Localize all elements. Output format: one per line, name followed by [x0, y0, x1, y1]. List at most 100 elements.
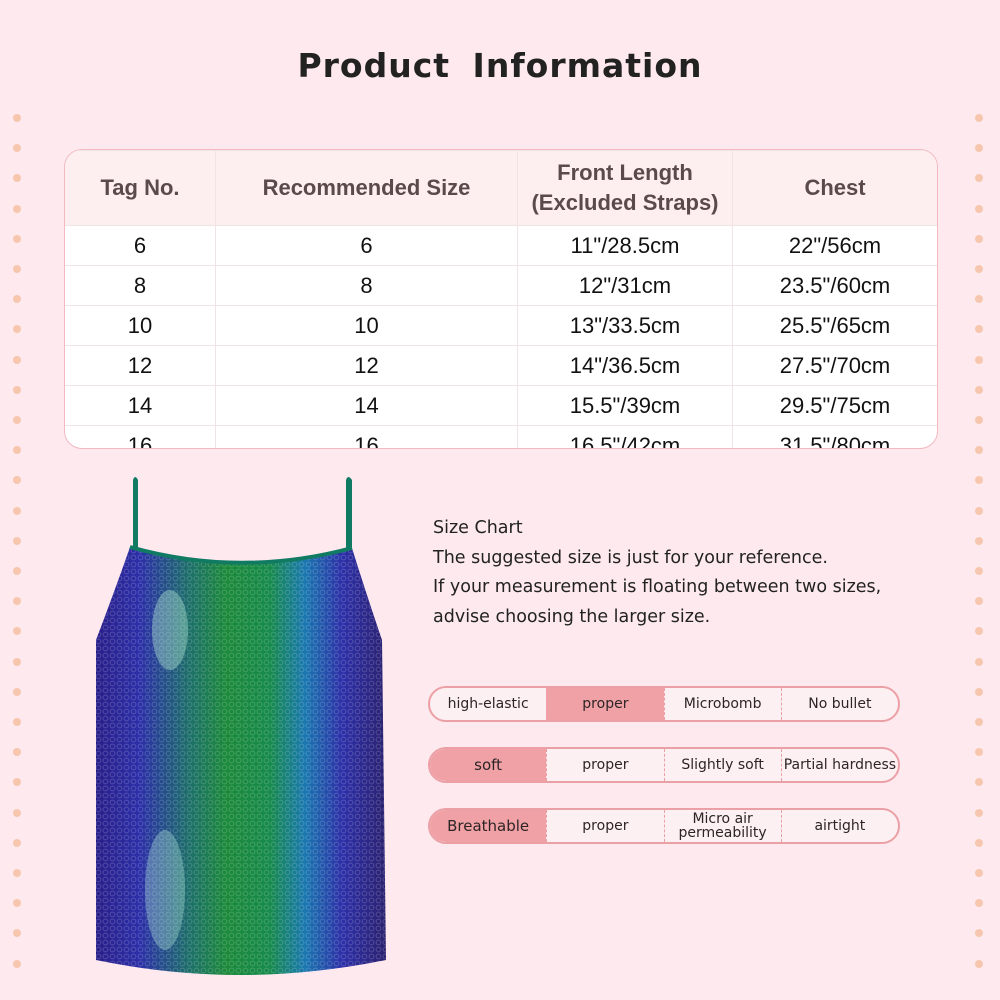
feature-cell: airtight	[780, 810, 898, 842]
decorative-dot	[13, 536, 21, 545]
decorative-dot	[975, 174, 983, 183]
table-row: 12 12 14"/36.5cm 27.5"/70cm	[65, 345, 937, 386]
table-header-row: Tag No. Recommended Size Front Length (Ex…	[65, 150, 937, 226]
feature-cell: Partial hardness	[780, 749, 898, 781]
table-cell: 12	[65, 345, 216, 386]
decorative-dot	[975, 355, 983, 364]
feature-scale-row: Breathable proper Micro air permeability ai…	[428, 808, 900, 844]
decorative-dot	[13, 929, 21, 938]
decorative-dot	[975, 265, 983, 273]
size-notes: Size Chart The suggested size is just fo…	[433, 514, 881, 632]
decorative-dot	[975, 778, 983, 787]
table-row: 8 8 12"/31cm 23.5"/60cm	[65, 265, 937, 306]
decorative-dot	[975, 808, 983, 817]
table-cell: 10	[65, 305, 216, 346]
feature-cell: proper	[546, 749, 663, 781]
table-cell: 27.5"/70cm	[732, 345, 937, 386]
decorative-dot	[13, 144, 21, 153]
decorative-dot	[13, 687, 21, 696]
decorative-dot	[13, 838, 21, 847]
decorative-dot	[975, 959, 983, 968]
table-cell: 25.5"/65cm	[732, 305, 937, 346]
decorative-dot	[975, 295, 983, 304]
decorative-dot	[975, 416, 983, 424]
decorative-dot	[975, 536, 983, 545]
sequin-camisole-image	[96, 477, 386, 975]
decorative-dot	[13, 295, 21, 304]
decorative-dot	[13, 808, 21, 817]
decorative-dot	[13, 748, 21, 757]
left-strap	[133, 477, 138, 548]
decorative-dot	[975, 385, 983, 394]
note-line: advise choosing the larger size.	[433, 606, 711, 627]
header-recommended-size: Recommended Size	[215, 150, 518, 226]
decorative-dot	[975, 567, 983, 575]
feature-cell: Slightly soft	[663, 749, 781, 781]
table-cell: 15.5"/39cm	[517, 385, 733, 426]
decorative-dot	[13, 657, 21, 666]
feature-scale-row: high-elastic proper Microbomb No bullet	[428, 686, 900, 722]
decorative-dot	[975, 869, 983, 877]
feature-cell-selected: soft	[430, 749, 547, 781]
decorative-dot	[975, 838, 983, 847]
page-title: Product Information	[297, 46, 703, 85]
header-front-length-line2: (Excluded Straps)	[531, 190, 719, 215]
decorative-dot	[13, 567, 21, 575]
decorative-dot	[13, 385, 21, 394]
table-cell: 29.5"/75cm	[732, 385, 937, 426]
table-cell: 8	[215, 265, 518, 306]
decorative-dot	[975, 657, 983, 666]
table-cell: 22"/56cm	[732, 225, 937, 266]
table-cell: 14	[65, 385, 216, 426]
feature-cell-selected: Breathable	[430, 810, 547, 842]
decorative-dot	[13, 899, 21, 908]
decorative-dot	[13, 778, 21, 787]
decorative-dot	[13, 174, 21, 183]
decorative-dot	[13, 597, 21, 606]
table-cell: 10	[215, 305, 518, 346]
right-strap	[346, 477, 352, 548]
decorative-dot	[13, 416, 21, 424]
header-front-length-line1: Front Length	[557, 160, 693, 185]
note-line: The suggested size is just for your refe…	[433, 547, 828, 568]
decorative-dot	[13, 114, 21, 122]
decorative-dot	[13, 446, 21, 455]
decorative-dot	[13, 506, 21, 515]
feature-cell: Micro air permeability	[663, 810, 781, 842]
feature-cell: high-elastic	[447, 696, 529, 712]
size-chart-label: Size Chart	[433, 518, 523, 538]
header-chest: Chest	[732, 150, 937, 226]
decorative-dot	[975, 476, 983, 485]
decorative-dot	[13, 355, 21, 364]
decorative-dot	[13, 476, 21, 485]
feature-cell-selected: proper	[546, 688, 664, 720]
decorative-dot	[13, 627, 21, 636]
table-cell: 14"/36.5cm	[517, 345, 733, 386]
decorative-dot	[13, 204, 21, 213]
table-cell: 13"/33.5cm	[517, 305, 733, 346]
table-cell: 16.5"/42cm	[517, 425, 733, 448]
table-cell: 16	[215, 425, 518, 448]
table-cell: 6	[215, 225, 518, 266]
decorative-dot	[975, 446, 983, 455]
decorative-dot	[975, 929, 983, 938]
decorative-dot	[975, 687, 983, 696]
table-cell: 11"/28.5cm	[517, 225, 733, 266]
table-cell: 12	[215, 345, 518, 386]
decorative-dot	[975, 234, 983, 243]
decorative-dot	[975, 204, 983, 213]
table-row: 10 10 13"/33.5cm 25.5"/65cm	[65, 305, 937, 346]
decorative-dot	[975, 144, 983, 153]
decorative-dot	[13, 265, 21, 273]
decorative-dot	[975, 748, 983, 757]
decorative-dot	[13, 325, 21, 334]
table-row: 6 6 11"/28.5cm 22"/56cm	[65, 225, 937, 266]
size-table: Tag No. Recommended Size Front Length (Ex…	[64, 149, 938, 449]
header-front-length: Front Length (Excluded Straps)	[517, 150, 733, 226]
table-cell: 14	[215, 385, 518, 426]
decorative-dot	[975, 718, 983, 726]
decorative-dot	[975, 899, 983, 908]
decorative-dot	[975, 325, 983, 334]
table-cell: 12"/31cm	[517, 265, 733, 306]
decorative-dot	[975, 627, 983, 636]
